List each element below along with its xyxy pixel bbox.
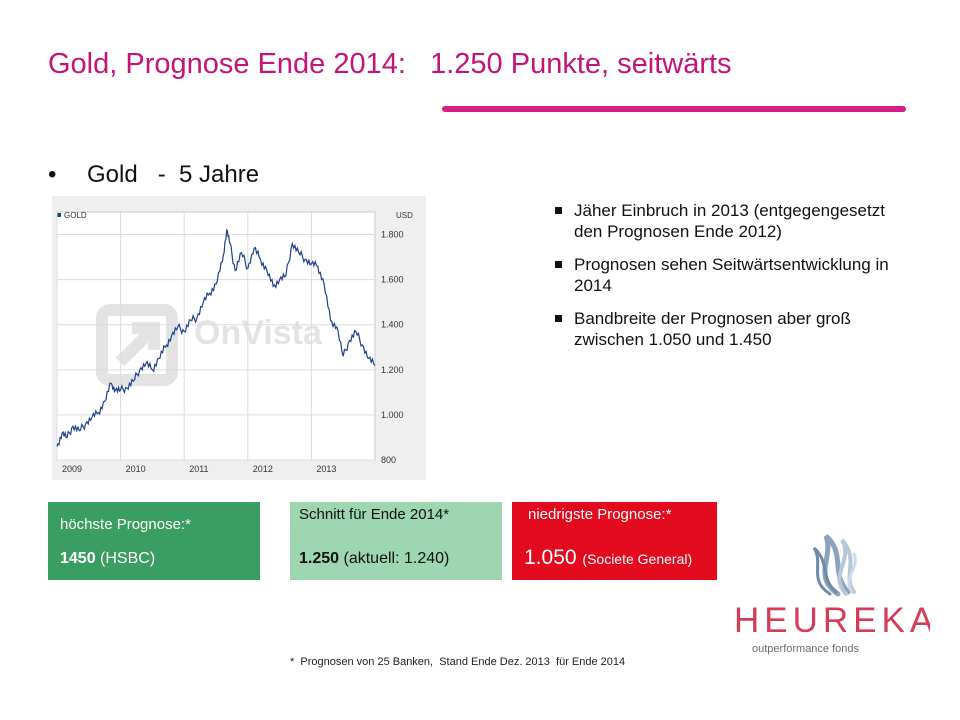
watermark-text: OnVista [194,314,323,352]
lowest-source: (Societe General) [582,551,693,567]
y-tick-label: 1.200 [381,365,404,375]
highest-value: 1450 [60,550,96,567]
legend-label: GOLD [64,211,87,220]
point-text: Prognosen sehen Seitwärtsentwicklung in … [574,255,889,295]
point-text: Jäher Einbruch in 2013 (entgegengesetzt … [574,201,885,241]
average-forecast-box: Schnitt für Ende 2014* 1.250 (aktuell: 1… [290,502,502,580]
x-tick-label: 2010 [126,464,146,474]
point-item: Prognosen sehen Seitwärtsentwicklung in … [552,254,912,296]
flame-icon [812,534,857,597]
series-gold-line [56,228,376,447]
gold-chart: GOLD USD OnVista 1.800 1.600 1.400 1.200 1.0… [52,196,426,480]
square-bullet-icon [555,315,562,322]
x-tick-label: 2012 [253,464,273,474]
y-tick-label: 1.400 [381,320,404,330]
logo-wordmark: HEUREKA [734,601,930,640]
highest-forecast-label: höchste Prognose:* [60,516,191,533]
highest-source: (HSBC) [100,550,156,567]
bullet-dot: • [48,161,57,188]
lowest-value: 1.050 [524,546,577,569]
logo-tagline: outperformance fonds [752,643,860,655]
point-item: Jäher Einbruch in 2013 (entgegengesetzt … [552,200,912,242]
highest-forecast-value: 1450 (HSBC) [60,550,155,568]
y-tick-label: 1.600 [381,275,404,285]
y-tick-label: 1.800 [381,230,404,240]
lowest-forecast-label: niedrigste Prognose:* [528,506,672,523]
point-item: Bandbreite der Prognosen aber groß zwisc… [552,308,912,350]
point-text: Bandbreite der Prognosen aber groß zwisc… [574,309,851,349]
onvista-watermark: OnVista [96,304,323,386]
chart-canvas: GOLD USD OnVista 1.800 1.600 1.400 1.200 1.0… [56,211,413,474]
page-title: Gold, Prognose Ende 2014: 1.250 Punkte, … [48,48,732,80]
chart-grid [56,212,375,461]
current-note: (aktuell: 1.240) [343,550,450,567]
y-axis: 1.800 1.600 1.400 1.200 1.000 800 [381,230,404,465]
unit-label: USD [396,211,413,220]
footnote: * Prognosen von 25 Banken, Stand Ende De… [290,656,626,668]
x-tick-label: 2013 [316,464,336,474]
average-value: 1.250 [299,550,340,567]
y-tick-label: 800 [381,455,396,465]
bullet-text: Gold - 5 Jahre [87,161,260,188]
bullet-heading: • Gold - 5 Jahre [48,161,259,245]
square-bullet-icon [555,261,562,268]
square-bullet-icon [555,207,562,214]
average-forecast-value: 1.250 (aktuell: 1.240) [299,550,449,568]
heureka-logo: HEUREKA outperformance fonds [734,534,930,655]
key-points: Jäher Einbruch in 2013 (entgegengesetzt … [552,200,912,362]
legend-swatch [57,213,61,217]
x-tick-label: 2009 [62,464,82,474]
x-tick-label: 2011 [189,464,208,474]
average-forecast-label: Schnitt für Ende 2014* [299,506,450,523]
title-underline [442,106,906,112]
x-axis: 2009 2010 2011 2012 2013 [62,464,336,474]
highest-forecast-box: höchste Prognose:* 1450 (HSBC) [48,502,260,580]
lowest-forecast-box: niedrigste Prognose:* 1.050 (Societe Gen… [512,502,717,580]
y-tick-label: 1.000 [381,410,404,420]
lowest-forecast-value: 1.050 (Societe General) [524,546,692,570]
